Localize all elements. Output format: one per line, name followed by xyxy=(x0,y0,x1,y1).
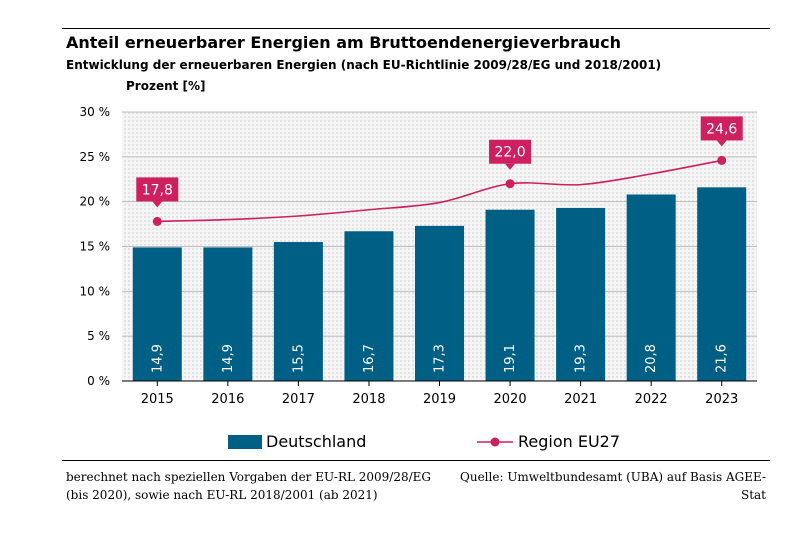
y-tick-label: 5 % xyxy=(87,329,110,343)
x-tick-label: 2015 xyxy=(141,392,174,407)
legend-label-deutschland: Deutschland xyxy=(266,432,367,451)
chart-title: Anteil erneuerbarer Energien am Bruttoen… xyxy=(66,33,622,52)
top-rule xyxy=(62,28,770,29)
bar-value-label: 15,5 xyxy=(291,344,306,373)
y-tick-label: 15 % xyxy=(80,240,111,254)
y-tick-label: 0 % xyxy=(87,374,110,388)
chart-canvas: 14,9 14,9 15,5 16,7 17,3 19,1 19,3 20,8 21,6 0 %… xyxy=(80,105,757,407)
x-tick-label: 2023 xyxy=(705,392,738,407)
y-tick-label: 30 % xyxy=(80,105,111,119)
x-tick-label: 2018 xyxy=(352,392,385,407)
bar xyxy=(344,231,394,381)
legend-label-region-eu27: Region EU27 xyxy=(518,432,621,451)
x-tick-label: 2017 xyxy=(282,392,315,407)
footnote-rule xyxy=(62,460,770,461)
eu27-callout-pointer xyxy=(152,201,163,208)
x-tick-label: 2016 xyxy=(211,392,244,407)
eu27-value-label: 17,8 xyxy=(142,182,173,198)
x-tick-label: 2020 xyxy=(494,392,527,407)
bar-value-label: 14,9 xyxy=(150,344,165,373)
footnote-method: berechnet nach speziellen Vorgaben der E… xyxy=(66,470,432,502)
eu27-point-marker xyxy=(717,155,727,165)
y-axis-unit-label: Prozent [%] xyxy=(126,79,206,93)
eu27-callout-pointer xyxy=(716,140,727,147)
y-tick-label: 10 % xyxy=(80,284,111,298)
y-tick-label: 25 % xyxy=(80,150,111,164)
eu27-value-label: 24,6 xyxy=(706,121,737,137)
bar xyxy=(697,187,747,381)
eu27-callout-box xyxy=(489,139,532,164)
legend-item-region-eu27: Region EU27 xyxy=(476,432,620,451)
eu27-point-marker xyxy=(152,216,162,226)
bar-value-label: 16,7 xyxy=(362,344,377,373)
eu27-value-label: 22,0 xyxy=(494,145,525,161)
bar xyxy=(556,207,606,381)
eu27-callout-pointer xyxy=(505,163,516,170)
x-tick-label: 2021 xyxy=(564,392,597,407)
bar xyxy=(273,242,323,381)
x-tick-label: 2019 xyxy=(423,392,456,407)
eu27-series-line xyxy=(157,159,722,223)
chart-subtitle: Entwicklung der erneuerbaren Energien (n… xyxy=(66,58,662,72)
bar xyxy=(132,247,182,381)
bar-value-label: 20,8 xyxy=(644,344,659,373)
eu27-point-marker xyxy=(505,179,515,189)
bar xyxy=(485,209,535,381)
legend-item-deutschland: Deutschland xyxy=(228,432,366,451)
bar-value-label: 21,6 xyxy=(715,344,730,373)
eu27-callout-box xyxy=(700,116,743,141)
bar xyxy=(626,194,676,381)
y-tick-label: 20 % xyxy=(80,195,111,209)
legend-swatch-deutschland xyxy=(228,434,262,449)
eu27-callout-box xyxy=(136,177,179,202)
bar-value-label: 19,1 xyxy=(503,344,518,373)
bar xyxy=(203,247,253,381)
bar-value-label: 19,3 xyxy=(574,344,589,373)
bar-value-label: 17,3 xyxy=(433,344,448,373)
bar-value-label: 14,9 xyxy=(221,344,236,373)
bar xyxy=(415,225,464,381)
x-tick-label: 2022 xyxy=(635,392,668,407)
legend-line-marker-icon xyxy=(477,437,513,446)
footnote-source: Quelle: Umweltbundesamt (UBA) auf Basis … xyxy=(460,470,766,502)
